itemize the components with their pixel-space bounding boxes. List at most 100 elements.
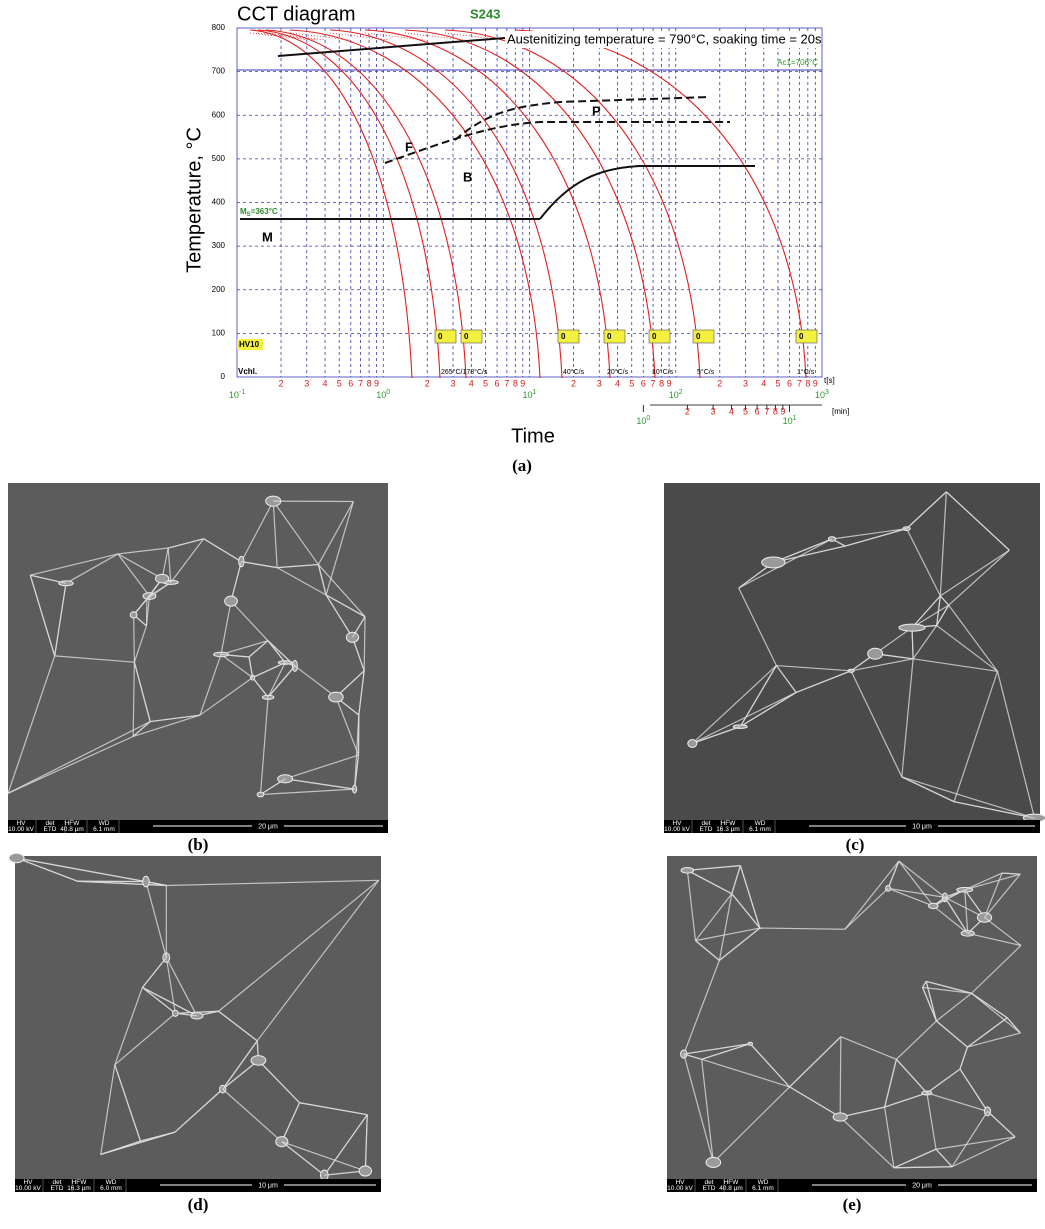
tick-exponent: -1 (239, 389, 245, 396)
precipitate (9, 853, 24, 862)
tick-exponent: 1 (533, 389, 537, 396)
x-minor-tick-label: 4 (323, 378, 328, 388)
minute-unit: [min] (832, 407, 849, 416)
caption: (a) (512, 456, 532, 475)
y-axis-label: Temperature, °C (183, 127, 205, 273)
minute-tick-label: 100 (636, 415, 650, 427)
x-minor-tick-label: 5 (337, 378, 342, 388)
caption: (d) (188, 1195, 209, 1214)
tick-base: 10 (815, 390, 825, 400)
y-tick-label: 400 (212, 198, 226, 207)
x-minor-tick-label: 8 (513, 378, 518, 388)
region-label: B (463, 169, 472, 184)
cooling-rate: 40°C/s (563, 368, 585, 376)
x-minor-tick-label: 4 (761, 378, 766, 388)
precipitate (359, 1166, 371, 1176)
info-value: ETD (44, 826, 57, 833)
x-tick-label: 10-1 (229, 389, 245, 401)
x-minor-tick-label: 3 (597, 378, 602, 388)
precipitate (868, 648, 883, 659)
info-value: 6.0 mm (100, 1185, 122, 1192)
sem-image: HV10.00 kVdetETDHFW40.8 μmWD6.1 mm20 μm (8, 483, 388, 833)
tick-base: 10 (783, 416, 793, 426)
x-minor-tick-label: 7 (797, 378, 802, 388)
precipitate (251, 1056, 266, 1066)
x-tick-label: 102 (669, 389, 683, 401)
precipitate (143, 876, 150, 887)
x-minor-tick-label: 3 (743, 378, 748, 388)
caption: (c) (846, 835, 865, 854)
y-tick-label: 600 (212, 110, 226, 119)
y-tick-label: 100 (212, 328, 226, 337)
cooling-rate: 5°C/s (697, 368, 715, 376)
tick-exponent: 1 (793, 415, 797, 422)
tick-base: 10 (636, 416, 646, 426)
y-tick-label: 800 (212, 23, 226, 32)
minute-tick-label: 7 (764, 406, 769, 416)
minute-tick-label: 5 (743, 406, 748, 416)
scale-label: 20 μm (258, 823, 278, 830)
x-minor-tick-label: 4 (469, 378, 474, 388)
ac1-label: Ac1=706°C (777, 58, 818, 67)
cooling-rate: 20°C/s (607, 368, 629, 376)
minute-tick-label: 4 (729, 406, 734, 416)
sem-background (15, 856, 381, 1192)
tick-exponent: 0 (646, 415, 650, 422)
minute-tick-label: 101 (783, 415, 797, 427)
tick-base: 10 (523, 390, 533, 400)
x-unit: t[s] (824, 376, 835, 385)
hardness-value: 0 (696, 332, 701, 341)
annotation: Austenitizing temperature = 790°C, soaki… (507, 31, 822, 46)
x-minor-tick-label: 2 (571, 378, 576, 388)
x-minor-tick-label: 9 (374, 378, 379, 388)
info-value: 6.1 mm (93, 826, 115, 833)
precipitate (929, 903, 939, 908)
y-tick-label: 500 (212, 154, 226, 163)
x-minor-tick-label: 2 (279, 378, 284, 388)
precipitate (681, 868, 694, 874)
cooling-rate: 265°C/178°C/s (441, 368, 488, 376)
info-value: 16.3 μm (67, 1185, 91, 1192)
hardness-value: 0 (652, 332, 657, 341)
hardness-value: 0 (799, 332, 804, 341)
chart-title: CCT diagram (237, 3, 356, 25)
info-value: 10.00 kV (667, 1185, 693, 1192)
x-minor-tick-label: 8 (367, 378, 372, 388)
x-minor-tick-label: 9 (813, 378, 818, 388)
x-minor-tick-label: 6 (787, 378, 792, 388)
info-value: ETD (51, 1185, 64, 1192)
caption: (e) (843, 1195, 862, 1214)
x-minor-tick-label: 5 (629, 378, 634, 388)
steel-code: S243 (470, 6, 500, 21)
info-value: ETD (700, 826, 713, 833)
rate-label: Vchl. (238, 367, 257, 376)
figure: 0100200300400500600700800234567892345678… (0, 0, 1045, 1229)
x-axis-label: Time (511, 425, 555, 447)
tick-exponent: 0 (386, 389, 390, 396)
info-value: 6.1 mm (752, 1185, 774, 1192)
tick-base: 10 (376, 390, 386, 400)
x-minor-tick-label: 8 (805, 378, 810, 388)
x-minor-tick-label: 6 (495, 378, 500, 388)
scale-label: 10 μm (912, 823, 932, 830)
hardness-label: HV10 (239, 340, 260, 349)
precipitate (762, 557, 785, 568)
cooling-rate: 1°C/s (797, 368, 815, 376)
y-tick-label: 0 (221, 372, 226, 381)
x-minor-tick-label: 9 (520, 378, 525, 388)
x-minor-tick-label: 2 (425, 378, 430, 388)
caption: (b) (188, 835, 209, 854)
hardness-value: 0 (464, 332, 469, 341)
precipitate (173, 1010, 179, 1016)
x-minor-tick-label: 6 (348, 378, 353, 388)
info-value: 10.00 kV (8, 826, 34, 833)
scale-label: 20 μm (912, 1182, 932, 1189)
minute-tick-label: 6 (755, 406, 760, 416)
tick-exponent: 2 (679, 389, 683, 396)
hardness-value: 0 (438, 332, 443, 341)
sem-image: HV10.00 kVdetETDHFW40.8 μmWD6.1 mm20 μm (667, 856, 1037, 1192)
minute-tick-label: 2 (685, 406, 690, 416)
precipitate (706, 1157, 721, 1167)
x-minor-tick-label: 5 (775, 378, 780, 388)
precipitate (225, 596, 238, 606)
